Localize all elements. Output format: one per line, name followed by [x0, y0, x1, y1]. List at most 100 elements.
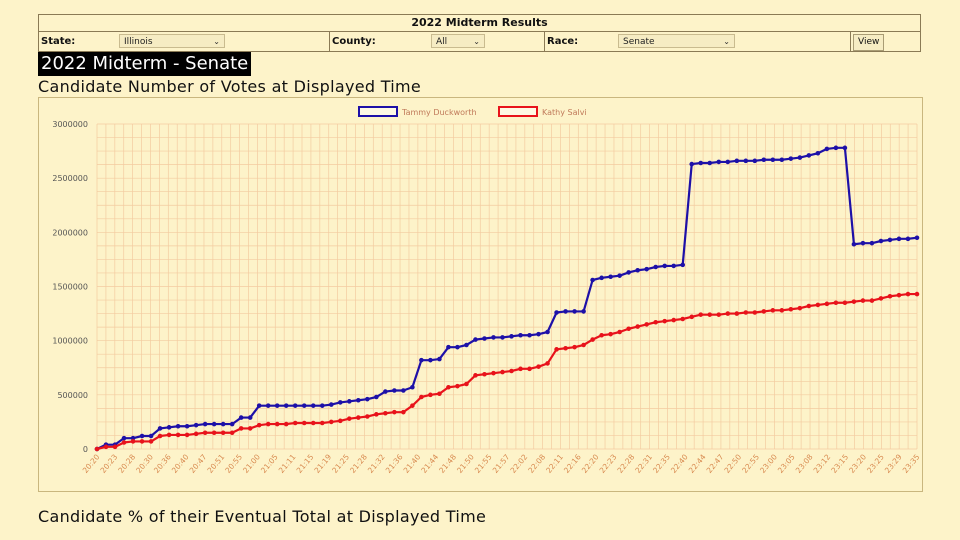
x-tick-label: 22:55 — [740, 452, 761, 475]
data-point — [473, 373, 478, 378]
data-point — [563, 345, 568, 351]
data-point — [139, 439, 145, 444]
data-point — [905, 291, 911, 297]
filter-row: State: Illinois ⌄ County: All ⌄ Race: Se… — [39, 32, 920, 51]
data-point — [554, 310, 559, 315]
data-point — [446, 344, 451, 350]
data-point — [734, 158, 740, 164]
data-point — [319, 420, 325, 426]
data-point — [428, 357, 433, 363]
data-point — [581, 342, 586, 348]
data-point — [446, 384, 451, 390]
data-point — [202, 430, 208, 436]
x-tick-label: 22:23 — [598, 452, 619, 475]
x-tick-label: 22:08 — [526, 452, 547, 475]
data-point — [644, 266, 649, 272]
data-point — [401, 409, 406, 415]
data-point — [608, 331, 613, 337]
data-point — [292, 403, 298, 408]
x-tick-label: 21:36 — [384, 452, 405, 475]
data-point — [193, 431, 199, 437]
data-point — [536, 364, 541, 369]
county-select[interactable]: All ⌄ — [431, 34, 485, 48]
panel-title: 2022 Midterm Results — [39, 15, 920, 32]
data-point — [806, 153, 812, 158]
legend-label: Kathy Salvi — [542, 108, 587, 117]
data-point — [851, 299, 857, 304]
y-tick-label: 3000000 — [52, 120, 88, 129]
data-point — [788, 156, 794, 161]
y-tick-label: 1000000 — [52, 337, 88, 346]
data-point — [428, 392, 433, 398]
data-point — [482, 371, 487, 377]
data-point — [707, 312, 713, 317]
data-point — [148, 439, 154, 444]
chevron-down-icon: ⌄ — [723, 37, 730, 46]
x-tick-label: 20:28 — [116, 452, 137, 475]
data-point — [878, 296, 884, 301]
data-point — [779, 157, 785, 163]
data-point — [256, 403, 262, 408]
x-tick-label: 21:55 — [473, 452, 494, 475]
data-point — [374, 412, 379, 417]
data-point — [229, 421, 235, 427]
state-select[interactable]: Illinois ⌄ — [119, 34, 225, 48]
data-point — [238, 426, 244, 431]
data-point — [797, 305, 803, 311]
data-point — [220, 430, 226, 436]
data-point — [256, 422, 262, 428]
data-point — [680, 262, 686, 268]
data-point — [347, 399, 352, 404]
data-point — [653, 319, 658, 325]
data-point — [545, 329, 550, 335]
race-label: Race: — [547, 36, 579, 47]
data-point — [770, 157, 776, 163]
data-point — [238, 415, 244, 420]
data-point — [590, 337, 595, 342]
chart2-title: Candidate % of their Eventual Total at D… — [38, 507, 487, 526]
data-point — [112, 444, 118, 450]
data-point — [365, 414, 370, 419]
data-point — [734, 311, 740, 316]
data-point — [815, 302, 821, 308]
data-point — [878, 238, 884, 244]
view-button[interactable]: View — [853, 34, 885, 51]
data-point — [662, 263, 667, 269]
data-point — [824, 146, 830, 152]
data-point — [797, 155, 803, 160]
state-cell: State: — [39, 32, 119, 51]
data-point — [211, 430, 217, 436]
data-point — [482, 336, 487, 341]
data-point — [563, 309, 568, 314]
data-point — [265, 421, 271, 427]
x-tick-label: 23:35 — [901, 452, 922, 475]
data-point — [518, 366, 523, 372]
data-point — [265, 403, 271, 408]
data-point — [833, 145, 839, 151]
x-tick-label: 22:31 — [633, 452, 654, 475]
x-tick-label: 20:20 — [81, 452, 102, 475]
data-point — [500, 369, 505, 375]
x-tick-label: 22:28 — [616, 452, 637, 475]
data-point — [536, 331, 541, 337]
data-point — [157, 433, 163, 439]
page-heading: 2022 Midterm - Senate — [38, 52, 252, 76]
x-tick-label: 20:47 — [188, 452, 209, 475]
race-select[interactable]: Senate ⌄ — [618, 34, 735, 48]
data-point — [193, 422, 199, 428]
data-point — [815, 150, 821, 156]
legend-label: Tammy Duckworth — [401, 108, 477, 117]
y-tick-label: 500000 — [57, 391, 88, 400]
data-point — [455, 344, 460, 350]
data-point — [184, 423, 190, 429]
data-point — [572, 309, 577, 314]
results-panel: 2022 Midterm Results State: Illinois ⌄ C… — [38, 14, 921, 52]
data-point — [301, 403, 307, 408]
data-point — [347, 416, 352, 421]
y-tick-label: 2500000 — [52, 174, 88, 183]
legend-swatch — [498, 106, 538, 117]
data-point — [896, 292, 902, 298]
data-point — [743, 310, 749, 315]
x-tick-label: 22:35 — [651, 452, 672, 475]
data-point — [779, 308, 785, 313]
